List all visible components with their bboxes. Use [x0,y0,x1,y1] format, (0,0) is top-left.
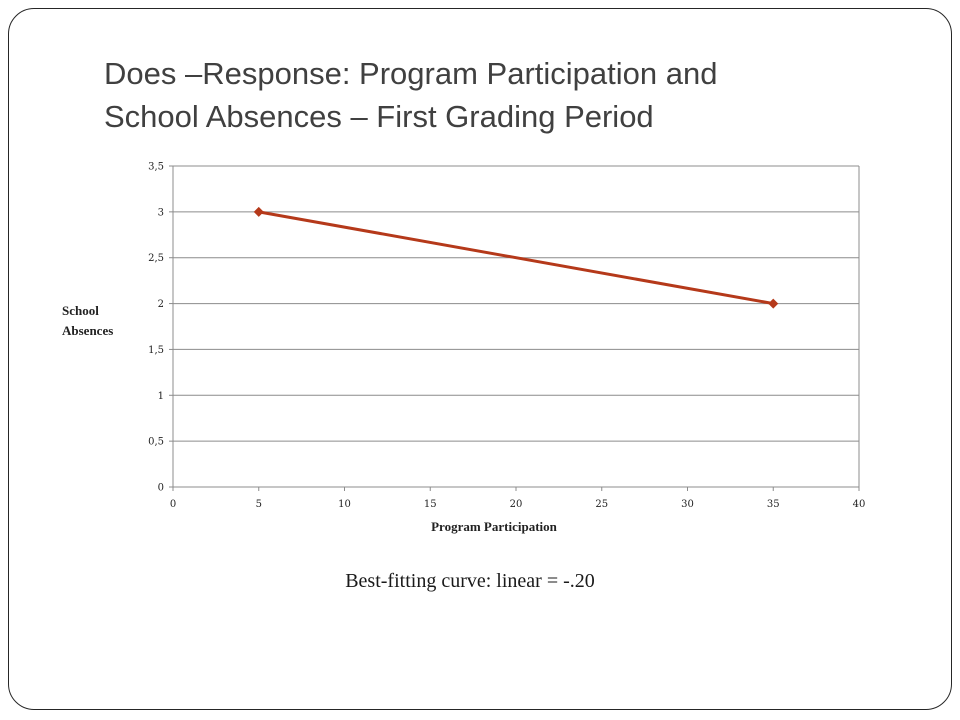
y-tick-labels: 0 0,5 1 1,5 2 2,5 3 3,5 [148,162,164,494]
x-tick-label: 35 [767,499,780,510]
y-axis-title-line-2: Absences [62,323,113,338]
y-tick-label: 1,5 [148,345,164,356]
data-point-marker [253,206,264,217]
series [253,206,779,309]
x-tick-label: 30 [681,499,694,510]
x-axis-title: Program Participation [431,519,558,534]
title-line-1: Does –Response: Program Participation an… [104,56,718,91]
x-tick-label: 20 [510,499,523,510]
x-tick-label: 25 [595,499,608,510]
axes [169,165,860,491]
y-axis-title: School Absences [62,303,113,338]
y-tick-label: 0,5 [148,437,164,448]
x-tick-label: 10 [338,499,351,510]
title-line-2: School Absences – First Grading Period [104,99,654,134]
caption: Best-fitting curve: linear = -.20 [345,570,595,592]
x-tick-label: 15 [424,499,437,510]
y-tick-label: 3 [158,207,164,218]
slide-frame [8,8,952,710]
y-tick-label: 2,5 [148,253,164,264]
x-tick-label: 40 [853,499,866,510]
x-tick-label: 5 [256,499,262,510]
x-tick-labels: 0 5 10 15 20 25 30 35 40 [170,499,866,510]
y-tick-label: 3,5 [148,162,164,173]
y-axis-title-line-1: School [62,303,99,318]
data-point-marker [768,298,779,309]
slide-title: Does –Response: Program Participation an… [104,52,884,138]
y-tick-label: 2 [158,299,164,310]
gridlines [173,165,859,488]
series-line [258,210,774,306]
y-tick-label: 0 [158,483,164,494]
y-tick-label: 1 [158,391,164,402]
x-tick-label: 0 [170,499,176,510]
